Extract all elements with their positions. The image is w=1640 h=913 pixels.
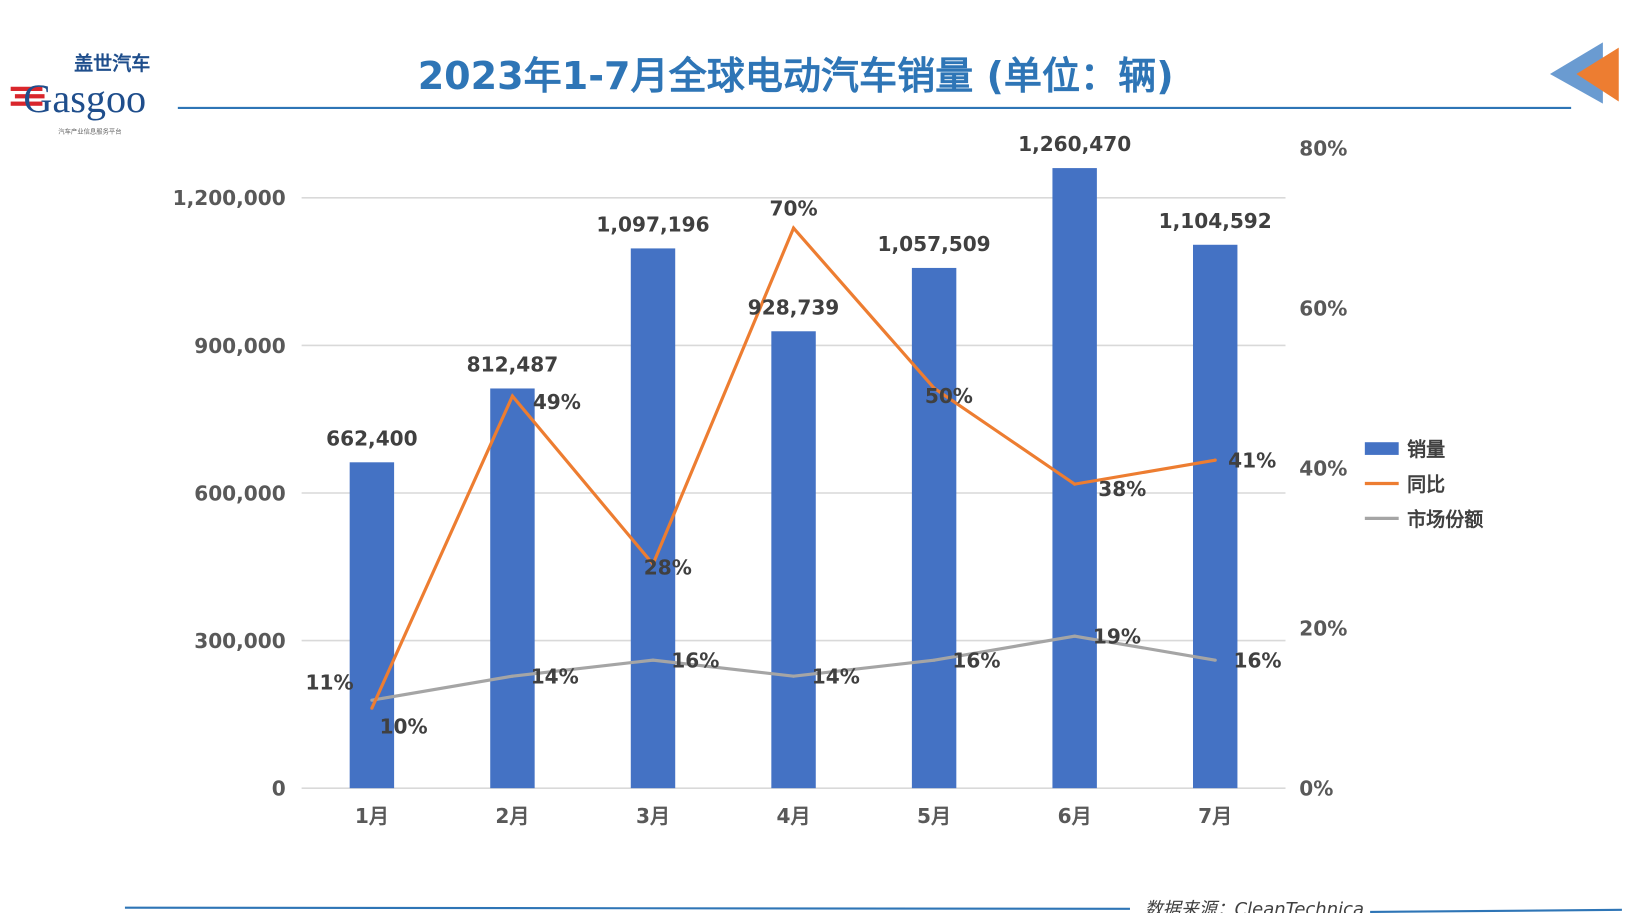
line-point xyxy=(1213,658,1217,662)
line-point xyxy=(510,674,515,678)
bar-data-label: 812,487 xyxy=(467,353,559,377)
line-point xyxy=(1213,458,1217,462)
bar-data-label: 1,104,592 xyxy=(1159,209,1272,233)
line-point xyxy=(510,394,515,398)
yoy-data-label: 50% xyxy=(925,384,973,408)
line-point xyxy=(791,226,796,230)
legend-label: 市场份额 xyxy=(1407,508,1483,531)
line-point xyxy=(651,562,655,566)
legend-label: 销量 xyxy=(1407,438,1445,461)
line-point xyxy=(932,658,936,662)
yoy-data-label: 70% xyxy=(769,196,817,220)
yoy-data-label: 41% xyxy=(1228,449,1276,473)
bar-sales xyxy=(349,462,395,789)
yoy-data-label: 49% xyxy=(533,390,581,414)
line-point xyxy=(791,674,796,678)
bar-data-label: 1,057,509 xyxy=(878,232,991,256)
bar-data-label: 928,739 xyxy=(748,295,840,319)
yoy-data-label: 10% xyxy=(380,715,428,739)
left-tick-label: 1,200,000 xyxy=(173,186,286,210)
logo: 盖世汽车 Gasgoo 汽车产业信息服务平台 xyxy=(10,52,150,135)
svg-text:盖世汽车: 盖世汽车 xyxy=(74,52,150,75)
bar-data-label: 662,400 xyxy=(326,426,418,450)
x-tick-label: 5月 xyxy=(917,804,951,828)
share-data-label: 14% xyxy=(531,665,579,689)
share-data-label: 11% xyxy=(306,671,354,695)
svg-text:Gasgoo: Gasgoo xyxy=(23,76,146,121)
line-point xyxy=(1073,482,1077,486)
share-data-label: 16% xyxy=(671,649,719,673)
share-data-label: 16% xyxy=(952,649,1000,673)
share-data-label: 19% xyxy=(1093,625,1141,649)
x-tick-label: 1月 xyxy=(355,804,389,828)
left-tick-label: 900,000 xyxy=(194,334,286,358)
right-tick-label: 80% xyxy=(1299,137,1347,161)
arrow-icon xyxy=(1549,42,1619,104)
bar-sales xyxy=(771,331,816,789)
right-tick-label: 40% xyxy=(1299,457,1347,481)
footer-rule-left xyxy=(124,906,1130,910)
line-point xyxy=(370,698,374,702)
legend-label: 同比 xyxy=(1407,474,1445,496)
bar-sales xyxy=(490,388,535,789)
footer-rule-right xyxy=(1370,908,1622,913)
page-title: 2023年1-7月全球电动汽车销量 (单位：辆) xyxy=(418,54,1174,98)
share-data-label: 14% xyxy=(812,665,860,689)
bar-sales xyxy=(911,267,957,789)
x-tick-label: 7月 xyxy=(1198,804,1232,828)
bar-data-label: 1,260,470 xyxy=(1018,132,1131,156)
bar-sales xyxy=(1192,244,1238,789)
x-tick-label: 2月 xyxy=(495,804,529,828)
right-tick-label: 0% xyxy=(1299,777,1333,801)
x-tick-label: 3月 xyxy=(636,804,670,828)
line-point xyxy=(1073,634,1077,638)
yoy-data-label: 38% xyxy=(1098,477,1146,501)
line-point xyxy=(651,658,655,662)
legend-swatch xyxy=(1364,442,1399,455)
svg-text:汽车产业信息服务平台: 汽车产业信息服务平台 xyxy=(58,126,121,135)
left-tick-label: 600,000 xyxy=(194,481,286,505)
x-tick-label: 6月 xyxy=(1058,804,1092,828)
line-point xyxy=(932,386,936,390)
left-tick-label: 300,000 xyxy=(194,629,286,653)
x-tick-label: 4月 xyxy=(777,804,811,828)
source-note: 数据来源：CleanTechnica xyxy=(1145,899,1364,913)
right-tick-label: 60% xyxy=(1299,297,1347,321)
bar-sales xyxy=(630,248,676,789)
share-data-label: 16% xyxy=(1233,649,1281,673)
right-tick-label: 20% xyxy=(1299,617,1347,641)
bar-sales xyxy=(1052,168,1097,789)
line-point xyxy=(370,706,374,710)
yoy-data-label: 28% xyxy=(644,556,692,580)
left-tick-label: 0 xyxy=(272,777,286,801)
bar-data-label: 1,097,196 xyxy=(596,212,709,236)
